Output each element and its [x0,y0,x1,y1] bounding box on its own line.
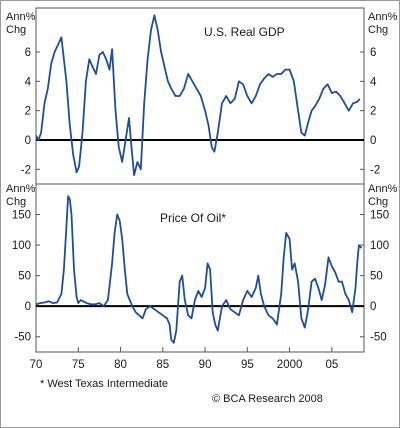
oil-panel-title: Price Of Oil* [160,211,226,225]
oil-y-tick-label-left-1: 0 [25,301,31,313]
gdp-y-tick-label-left-2: 2 [25,106,31,118]
copyright-credit: © BCA Research 2008 [212,393,323,405]
gdp-y-tick-label-right-3: 4 [370,76,377,88]
oil-right-unit-line2: Chg [368,196,388,208]
oil-left-unit-line2: Chg [6,196,26,208]
oil-y-tick-label-left-2: 50 [18,271,31,283]
x-axis-ticks: 70 75 80 85 90 95 2000 05 [30,347,338,371]
x-tick-label-2: 80 [114,359,127,371]
gdp-panel-title: U.S. Real GDP [204,25,285,39]
footnote: * West Texas Intermediate [40,378,168,390]
gdp-left-unit-line2: Chg [6,24,26,36]
oil-panel: Ann% Chg Ann% Chg Price Of Oil* -50 -50 0 0… [6,183,398,353]
gdp-left-unit-line1: Ann% [6,11,36,23]
gdp-panel: Ann% Chg Ann% Chg U.S. Real GDP -2 -2 0 0 2 2… [6,7,398,185]
gdp-y-tick-label-right-2: 2 [370,106,376,118]
oil-y-tick-label-right-0: -50 [370,332,387,344]
gdp-series-line [35,14,361,177]
gdp-right-unit-line1: Ann% [368,11,398,23]
gdp-y-ticks: -2 -2 0 0 2 2 4 4 6 6 [21,47,380,176]
oil-y-tick-label-right-4: 150 [370,210,389,222]
oil-left-unit-line1: Ann% [6,183,36,195]
gdp-y-tick-label-right-4: 6 [370,47,376,59]
oil-y-tick-label-right-3: 100 [370,240,389,252]
gdp-y-tick-label-right-0: -2 [370,164,380,176]
x-tick-label-1: 75 [72,359,85,371]
oil-y-tick-label-left-4: 150 [12,210,31,222]
x-tick-label-0: 70 [30,359,43,371]
oil-y-tick-label-right-2: 50 [370,271,383,283]
gdp-y-tick-label-left-3: 4 [25,76,32,88]
gdp-y-tick-label-left-0: -2 [21,164,31,176]
gdp-y-tick-label-left-1: 0 [25,135,31,147]
oil-series-line [35,195,363,344]
oil-right-unit-line1: Ann% [368,183,398,195]
x-tick-label-7: 05 [325,359,338,371]
oil-y-ticks: -50 -50 0 0 50 50 100 100 150 150 [12,210,389,344]
x-tick-label-6: 2000 [277,359,303,371]
oil-y-tick-label-left-3: 100 [12,240,31,252]
gdp-y-tick-label-left-4: 6 [25,47,31,59]
x-tick-label-4: 90 [199,359,212,371]
x-tick-label-5: 95 [241,359,254,371]
oil-y-tick-label-left-0: -50 [14,332,31,344]
oil-plot-area [35,183,365,353]
x-tick-label-3: 85 [156,359,169,371]
gdp-y-tick-label-right-1: 0 [370,135,376,147]
oil-y-tick-label-right-1: 0 [370,301,376,313]
gdp-right-unit-line2: Chg [368,24,388,36]
